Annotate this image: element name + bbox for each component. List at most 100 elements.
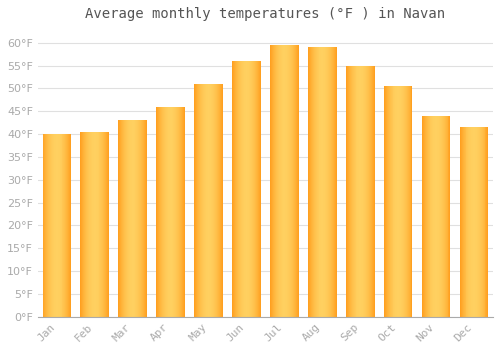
Bar <box>88 132 89 317</box>
Bar <box>202 84 203 317</box>
Bar <box>103 132 104 317</box>
Bar <box>132 120 134 317</box>
Bar <box>392 86 394 317</box>
Bar <box>423 116 424 317</box>
Bar <box>210 84 212 317</box>
Bar <box>461 127 462 317</box>
Bar <box>464 127 466 317</box>
Bar <box>251 61 252 317</box>
Bar <box>308 47 309 317</box>
Bar <box>326 47 327 317</box>
Bar <box>282 45 284 317</box>
Bar <box>123 120 124 317</box>
Bar <box>366 65 367 317</box>
Bar <box>158 107 159 317</box>
Bar <box>311 47 312 317</box>
Bar <box>441 116 442 317</box>
Bar <box>432 116 434 317</box>
Bar <box>174 107 176 317</box>
Bar <box>287 45 288 317</box>
Bar <box>275 45 276 317</box>
Bar <box>331 47 332 317</box>
Bar <box>276 45 277 317</box>
Bar <box>214 84 215 317</box>
Bar <box>313 47 314 317</box>
Bar <box>361 65 362 317</box>
Bar <box>130 120 131 317</box>
Bar <box>176 107 177 317</box>
Bar <box>358 65 360 317</box>
Bar <box>332 47 333 317</box>
Bar <box>104 132 105 317</box>
Bar <box>394 86 396 317</box>
Bar <box>430 116 432 317</box>
Bar <box>422 116 423 317</box>
Bar <box>51 134 52 317</box>
Bar <box>204 84 206 317</box>
Bar <box>363 65 364 317</box>
Bar <box>62 134 64 317</box>
Bar <box>356 65 358 317</box>
Bar <box>477 127 478 317</box>
Bar <box>440 116 441 317</box>
Bar <box>146 120 147 317</box>
Bar <box>181 107 182 317</box>
Bar <box>242 61 244 317</box>
Bar <box>50 134 51 317</box>
Bar <box>234 61 235 317</box>
Bar <box>162 107 163 317</box>
Bar <box>222 84 223 317</box>
Bar <box>220 84 221 317</box>
Bar <box>408 86 410 317</box>
Bar <box>482 127 484 317</box>
Bar <box>144 120 145 317</box>
Bar <box>67 134 68 317</box>
Bar <box>182 107 183 317</box>
Bar <box>253 61 254 317</box>
Bar <box>164 107 165 317</box>
Bar <box>347 65 348 317</box>
Bar <box>238 61 239 317</box>
Bar <box>446 116 448 317</box>
Bar <box>127 120 128 317</box>
Bar <box>86 132 87 317</box>
Bar <box>165 107 166 317</box>
Bar <box>330 47 331 317</box>
Bar <box>471 127 472 317</box>
Bar <box>54 134 55 317</box>
Bar <box>166 107 167 317</box>
Bar <box>390 86 392 317</box>
Bar <box>239 61 240 317</box>
Bar <box>177 107 178 317</box>
Bar <box>107 132 108 317</box>
Bar <box>312 47 313 317</box>
Bar <box>120 120 122 317</box>
Bar <box>90 132 91 317</box>
Bar <box>167 107 168 317</box>
Bar <box>143 120 144 317</box>
Bar <box>57 134 58 317</box>
Bar <box>470 127 471 317</box>
Bar <box>217 84 218 317</box>
Bar <box>448 116 450 317</box>
Bar <box>289 45 290 317</box>
Bar <box>233 61 234 317</box>
Bar <box>100 132 102 317</box>
Bar <box>479 127 480 317</box>
Bar <box>442 116 443 317</box>
Bar <box>125 120 126 317</box>
Bar <box>106 132 107 317</box>
Bar <box>316 47 318 317</box>
Bar <box>70 134 71 317</box>
Bar <box>198 84 199 317</box>
Bar <box>236 61 237 317</box>
Bar <box>240 61 241 317</box>
Bar <box>293 45 294 317</box>
Bar <box>386 86 387 317</box>
Bar <box>484 127 486 317</box>
Bar <box>362 65 363 317</box>
Bar <box>350 65 351 317</box>
Bar <box>87 132 88 317</box>
Bar <box>235 61 236 317</box>
Bar <box>462 127 464 317</box>
